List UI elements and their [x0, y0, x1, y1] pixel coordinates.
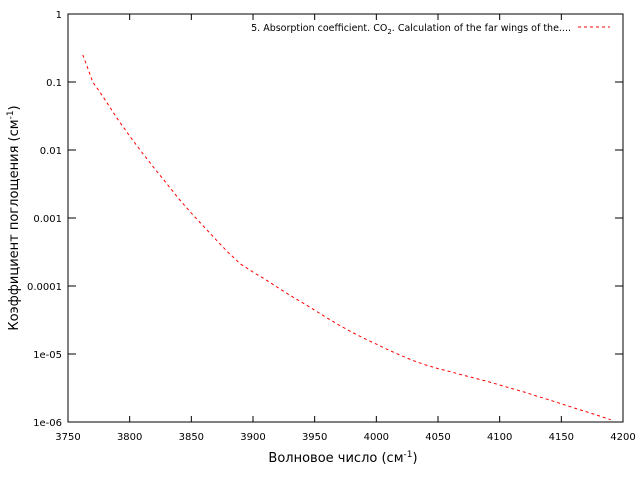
y-tick-label: 0.01: [40, 146, 62, 157]
legend: 5. Absorption coefficient. CO2. Calculat…: [251, 23, 610, 36]
x-tick-label: 4150: [549, 432, 574, 443]
series-line: [82, 54, 611, 421]
y-axis-label-main: Коэффициент поглощения (см: [7, 119, 22, 330]
legend-label-part-1: 5. Absorption coefficient. CO: [251, 23, 387, 34]
legend-label-part-2: . Calculation of the far wings of the...…: [392, 23, 571, 34]
y-axis-ticks: 1e-06 1e-05 0.0001 0.001 0.01 0.1 1: [27, 10, 623, 429]
x-tick-label: 3750: [55, 432, 80, 443]
y-tick-label: 1e-05: [33, 350, 62, 361]
legend-label-subscript: 2: [387, 28, 391, 36]
y-axis-label-end: ): [7, 105, 22, 110]
x-tick-label: 4200: [610, 432, 635, 443]
y-tick-label: 0.0001: [27, 282, 62, 293]
x-tick-label: 3950: [302, 432, 327, 443]
y-tick-label: 0.001: [33, 214, 62, 225]
x-tick-label: 3850: [179, 432, 204, 443]
y-axis-label-superscript: -1: [6, 110, 16, 119]
x-axis-label-end: ): [412, 451, 417, 466]
y-tick-label: 0.1: [46, 78, 62, 89]
x-tick-label: 3900: [240, 432, 265, 443]
x-axis-label-main: Волновое число (см: [268, 451, 403, 466]
x-axis-label: Волновое число (см-1): [268, 450, 417, 466]
x-tick-label: 4050: [425, 432, 450, 443]
x-tick-label: 4100: [487, 432, 512, 443]
x-tick-label: 4000: [364, 432, 389, 443]
legend-series-label: 5. Absorption coefficient. CO2. Calculat…: [251, 23, 571, 36]
x-axis-label-superscript: -1: [404, 450, 413, 460]
y-tick-label: 1e-06: [33, 418, 62, 429]
x-tick-label: 3800: [117, 432, 142, 443]
plot-area: [82, 54, 611, 421]
x-axis-ticks: 3750 3800 3850 3900 3950 4000 4050 4100 4150 4200: [55, 14, 636, 443]
y-tick-label: 1: [56, 10, 62, 21]
y-axis-label: Коэффициент поглощения (см-1): [6, 105, 22, 330]
